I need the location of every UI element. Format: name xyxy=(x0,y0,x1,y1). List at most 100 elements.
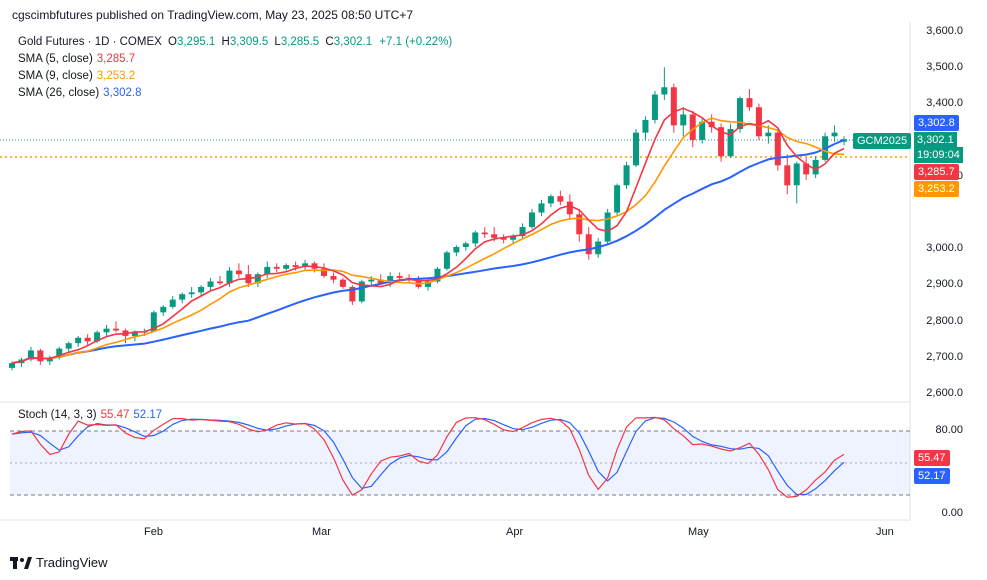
candle-body[interactable] xyxy=(226,270,233,284)
candle-body[interactable] xyxy=(510,236,517,240)
candle-body[interactable] xyxy=(661,87,668,95)
candle-body[interactable] xyxy=(453,246,460,253)
candle-body[interactable] xyxy=(633,132,639,166)
symbol-tag: GCM2025 xyxy=(853,133,912,149)
candle-body[interactable] xyxy=(585,234,592,255)
candle-body[interactable] xyxy=(169,299,176,307)
candle-body[interactable] xyxy=(292,265,299,267)
candle-body[interactable] xyxy=(614,185,621,213)
candle-body[interactable] xyxy=(264,266,271,275)
candle-body[interactable] xyxy=(321,268,327,277)
stoch-legend[interactable]: Stoch (14, 3, 3) 55.47 52.17 xyxy=(18,409,162,421)
candle-body[interactable] xyxy=(519,227,526,237)
candle-body[interactable] xyxy=(472,232,479,244)
candle-body[interactable] xyxy=(538,203,545,213)
candle-body[interactable] xyxy=(462,243,469,247)
candle-body[interactable] xyxy=(254,274,261,284)
candle-body[interactable] xyxy=(396,276,403,278)
candle-body[interactable] xyxy=(425,281,431,287)
candle-body[interactable] xyxy=(604,212,611,242)
candle-body[interactable] xyxy=(302,263,309,267)
candle-body[interactable] xyxy=(576,214,583,235)
candle-body[interactable] xyxy=(188,292,195,295)
price-tick: 2,700.0 xyxy=(926,351,963,363)
countdown-badge: 19:09:04 xyxy=(914,147,963,163)
close-value: 3,302.1 xyxy=(333,36,373,48)
candle-body[interactable] xyxy=(217,281,223,284)
candle-body[interactable] xyxy=(349,286,356,302)
sma26-label: SMA (26, close) xyxy=(18,87,100,99)
candle-body[interactable] xyxy=(642,119,649,133)
candle-body[interactable] xyxy=(784,165,791,186)
candle-body[interactable] xyxy=(746,98,753,108)
candles-group xyxy=(9,67,847,371)
candle-body[interactable] xyxy=(718,127,725,157)
candle-body[interactable] xyxy=(651,94,658,120)
candle-body[interactable] xyxy=(680,114,687,126)
candle-body[interactable] xyxy=(566,201,573,215)
candle-body[interactable] xyxy=(46,357,53,362)
candle-body[interactable] xyxy=(708,121,715,128)
candle-body[interactable] xyxy=(368,279,375,282)
candle-body[interactable] xyxy=(491,234,498,238)
sma9-label: SMA (9, close) xyxy=(18,70,93,82)
candle-body[interactable] xyxy=(37,350,44,362)
candle-body[interactable] xyxy=(737,98,743,130)
candle-body[interactable] xyxy=(727,129,734,157)
candle-body[interactable] xyxy=(500,237,507,240)
sma9-legend[interactable]: SMA (9, close) 3,253.2 xyxy=(18,70,135,82)
sma26-legend[interactable]: SMA (26, close) 3,302.8 xyxy=(18,87,142,99)
candle-body[interactable] xyxy=(443,252,450,269)
price-tick: 3,400.0 xyxy=(926,97,963,109)
candle-body[interactable] xyxy=(75,337,82,344)
high-value: 3,309.5 xyxy=(229,36,269,48)
candle-body[interactable] xyxy=(198,286,205,293)
candle-body[interactable] xyxy=(207,281,214,287)
candle-body[interactable] xyxy=(529,212,535,228)
candle-body[interactable] xyxy=(330,276,337,280)
candle-body[interactable] xyxy=(103,328,110,333)
candle-body[interactable] xyxy=(831,132,838,137)
candle-body[interactable] xyxy=(481,232,488,235)
candle-body[interactable] xyxy=(113,328,119,331)
candle-body[interactable] xyxy=(699,121,706,140)
candle-body[interactable] xyxy=(65,343,72,349)
candle-body[interactable] xyxy=(623,165,630,186)
candle-body[interactable] xyxy=(670,87,677,126)
candle-body[interactable] xyxy=(150,312,157,332)
candle-body[interactable] xyxy=(812,159,819,175)
candle-body[interactable] xyxy=(273,266,280,269)
low-key: L xyxy=(274,36,281,48)
sma5-line xyxy=(11,107,845,364)
candle-body[interactable] xyxy=(755,107,762,137)
candle-body[interactable] xyxy=(160,306,167,313)
symbol-legend[interactable]: Gold Futures · 1D · COMEX O3,295.1 H3,30… xyxy=(18,36,452,48)
candle-body[interactable] xyxy=(774,132,781,166)
candle-body[interactable] xyxy=(131,332,138,336)
candle-body[interactable] xyxy=(557,196,564,202)
candle-body[interactable] xyxy=(27,350,34,360)
candle-body[interactable] xyxy=(235,270,242,275)
candle-body[interactable] xyxy=(358,281,365,302)
candle-body[interactable] xyxy=(339,279,346,287)
candle-body[interactable] xyxy=(387,276,394,284)
time-tick: Mar xyxy=(312,526,331,538)
tradingview-logo[interactable]: TradingView xyxy=(10,555,108,570)
candle-body[interactable] xyxy=(547,196,554,204)
candle-body[interactable] xyxy=(377,279,384,284)
candle-body[interactable] xyxy=(9,363,15,368)
candle-body[interactable] xyxy=(803,163,810,175)
candle-body[interactable] xyxy=(434,268,441,282)
candle-body[interactable] xyxy=(689,114,696,140)
candle-body[interactable] xyxy=(793,163,800,186)
stoch-k-value: 55.47 xyxy=(100,409,130,421)
sma5-legend[interactable]: SMA (5, close) 3,285.7 xyxy=(18,53,135,65)
candle-body[interactable] xyxy=(56,348,63,358)
candle-body[interactable] xyxy=(765,132,772,137)
candle-body[interactable] xyxy=(179,294,186,300)
candle-body[interactable] xyxy=(84,337,91,342)
candle-body[interactable] xyxy=(283,265,290,269)
stoch-d-value: 52.17 xyxy=(133,409,163,421)
candle-body[interactable] xyxy=(94,332,101,342)
